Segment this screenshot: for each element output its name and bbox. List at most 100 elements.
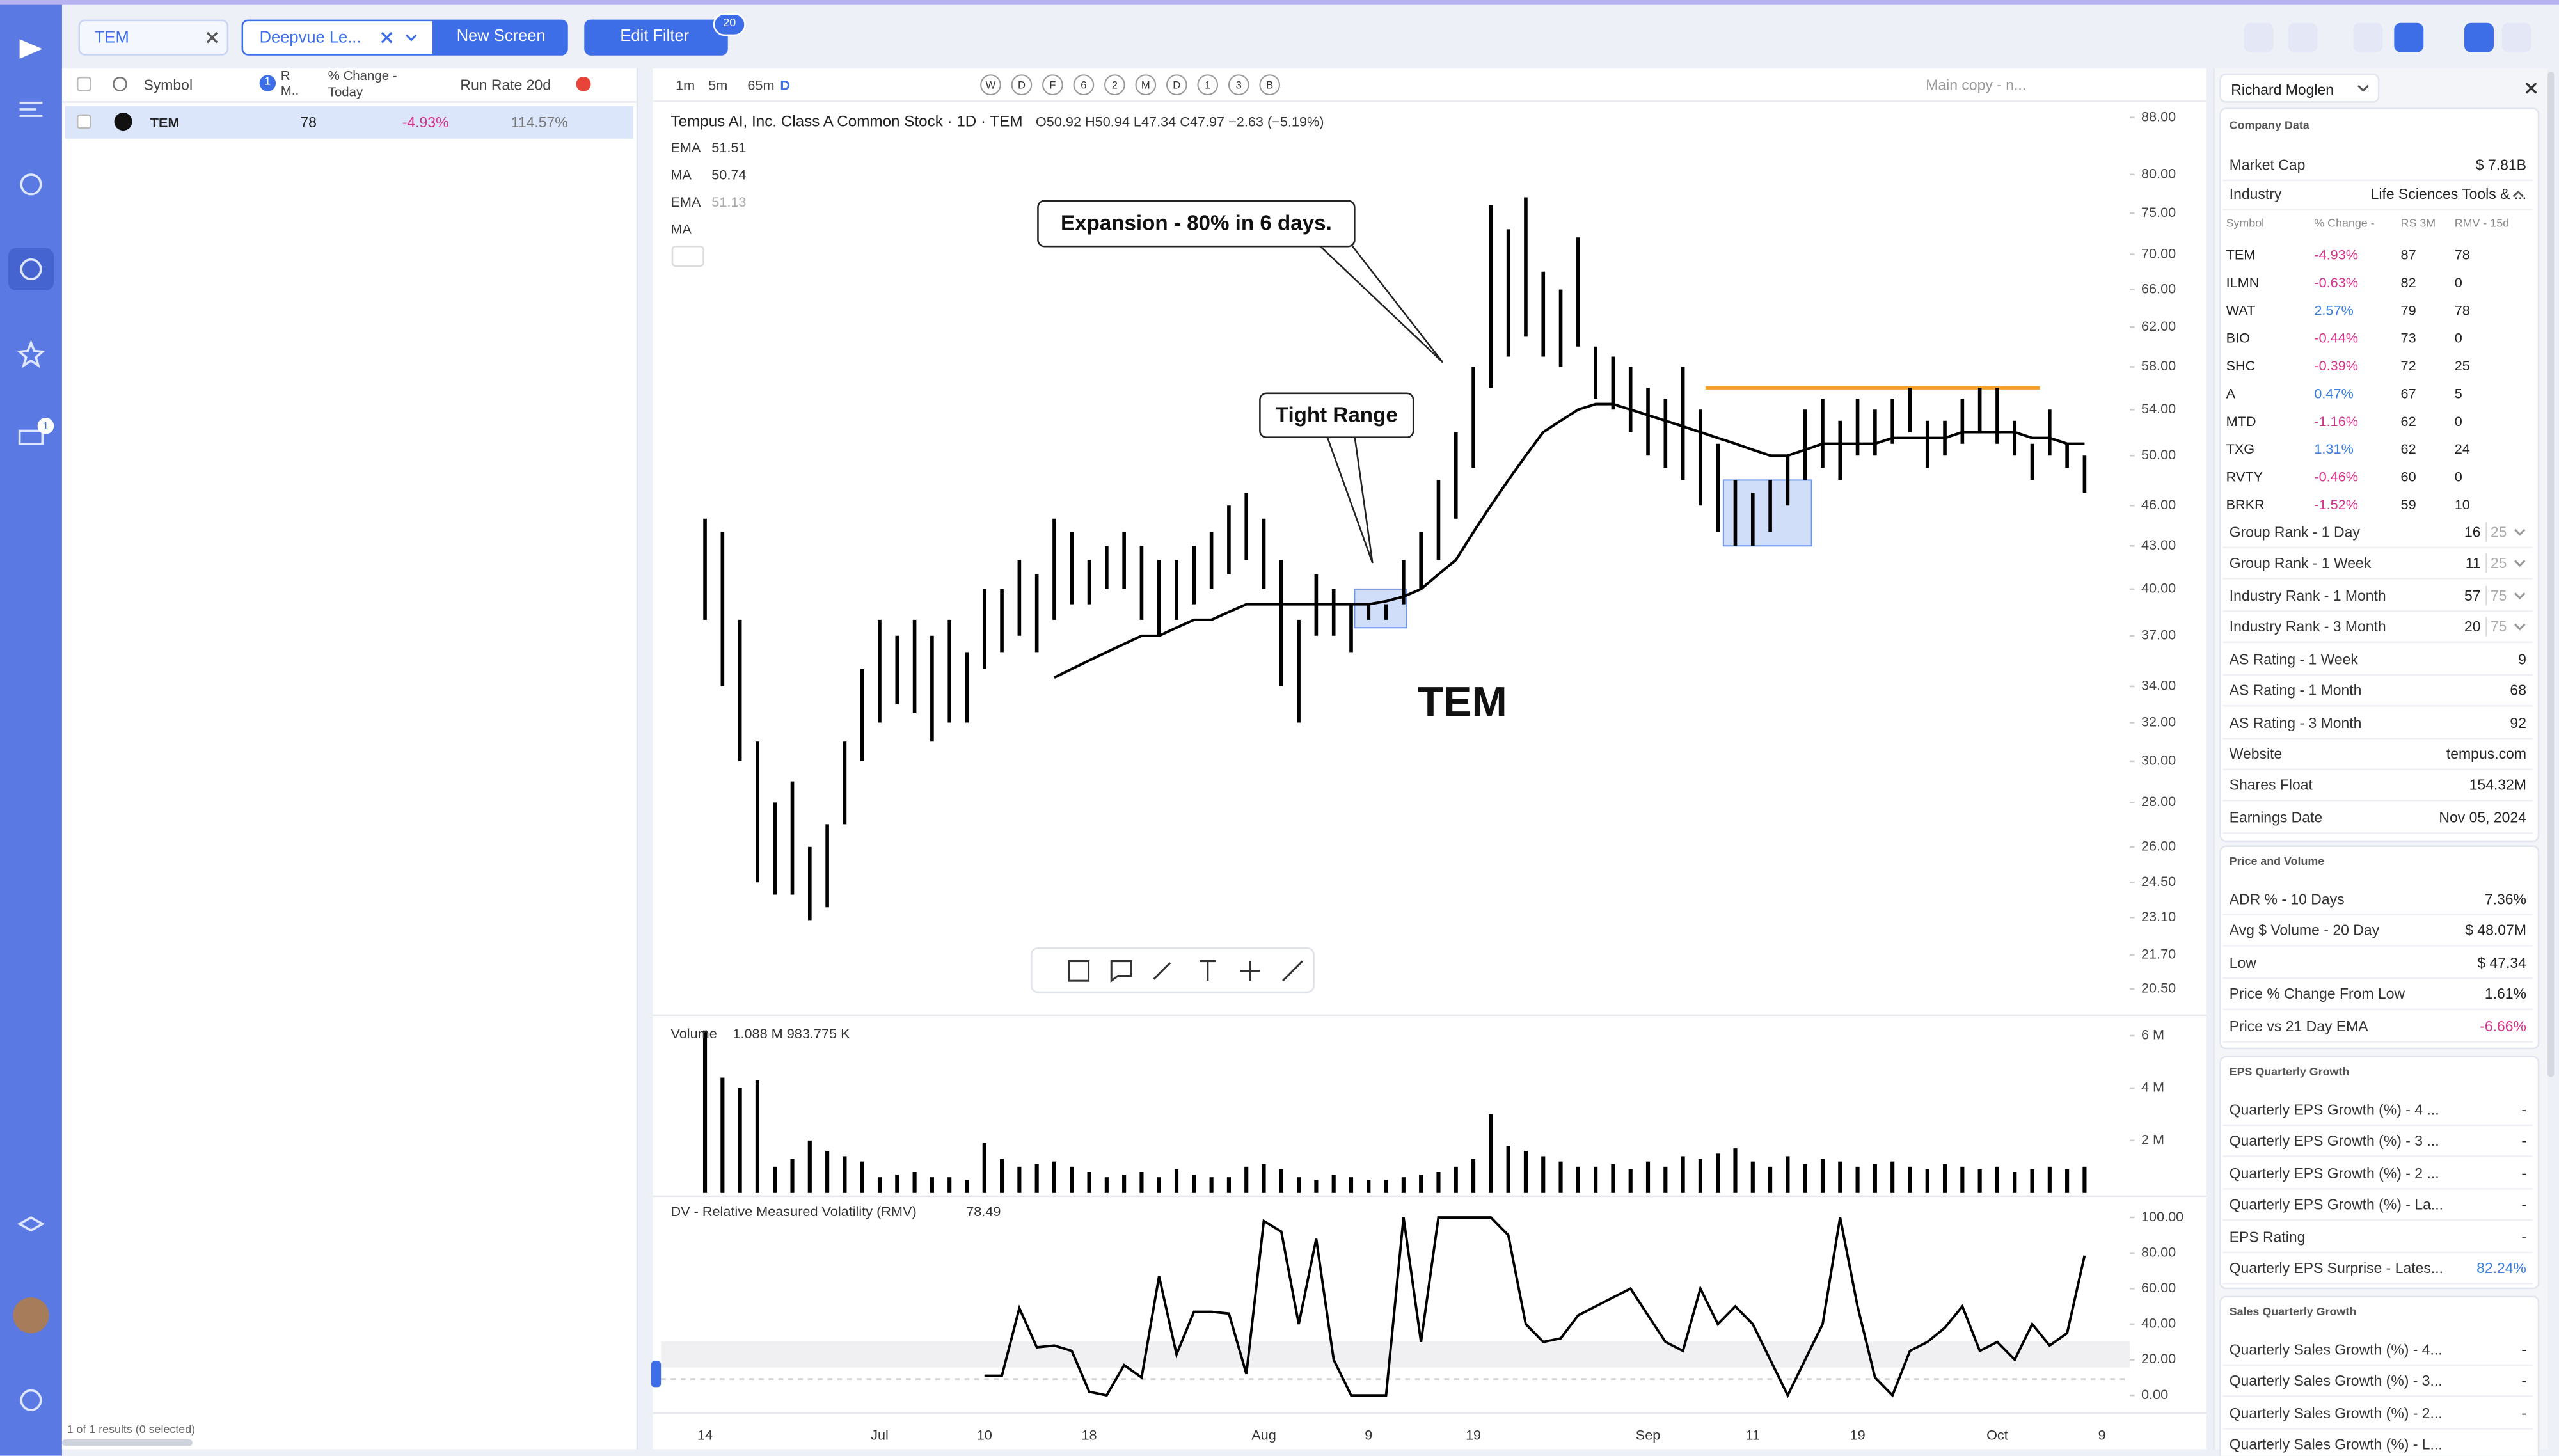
y-tick-label: 21.70 [2141, 946, 2176, 961]
ticker-logo [114, 113, 132, 131]
interval[interactable]: 65m [747, 76, 775, 93]
collapse-button [671, 245, 704, 267]
drawing-tools[interactable] [1068, 960, 1303, 983]
interval[interactable]: D [780, 76, 791, 93]
top-icons[interactable] [2244, 22, 2531, 52]
y-tick-label: 6 M [2141, 1027, 2164, 1043]
quick-button [1228, 74, 1249, 95]
x-tick-label: 9 [2098, 1427, 2106, 1443]
tab[interactable]: Deepvue Le... [241, 19, 434, 56]
interval[interactable]: 1m [676, 76, 695, 93]
title: Tempus AI, Inc. Class A Common Stock · 1… [670, 113, 1022, 131]
avatar[interactable] [13, 1297, 49, 1334]
peer-cell: -1.52% [2314, 496, 2359, 513]
pane-readout: 78.49 [966, 1203, 1001, 1219]
row-divider [2222, 737, 2533, 739]
quick-label: F [1049, 79, 1056, 91]
volume-bar [738, 1088, 742, 1193]
peer-cell: 78 [2454, 301, 2470, 319]
volume-bar [1611, 1164, 1615, 1193]
volume-bar [1279, 1169, 1283, 1193]
volume-bar [1541, 1156, 1546, 1193]
symbol-label: TEM [1418, 679, 1507, 726]
row-divider [2222, 914, 2533, 916]
chart-area [653, 68, 2206, 1450]
chevron[interactable] [2355, 80, 2372, 97]
row-divider [2222, 578, 2533, 580]
quick-label: 1 [1205, 79, 1210, 91]
row-value: 1.61% [2484, 986, 2526, 1002]
quick-label: W [986, 79, 996, 91]
row-highlight[interactable] [65, 106, 633, 139]
pane-handle[interactable] [651, 1361, 662, 1388]
user-select[interactable]: Richard Moglen [2219, 73, 2380, 103]
chevron[interactable] [403, 29, 420, 46]
volume-bar [1034, 1164, 1039, 1193]
filter-badge: 20 [713, 13, 746, 36]
button[interactable]: Edit Filter [584, 19, 728, 56]
volume-bar [807, 1140, 812, 1193]
peer-cell: 5 [2454, 385, 2462, 402]
peer-cell: 25 [2454, 357, 2470, 374]
close-icon[interactable] [379, 29, 395, 46]
x-tick-label: 19 [1466, 1427, 1481, 1443]
close-icon[interactable] [2523, 80, 2540, 97]
rank-value: 16 [2464, 523, 2481, 541]
y-tick-label: 23.10 [2141, 908, 2176, 924]
y-tick-label: 70.00 [2141, 245, 2176, 261]
logo-icon[interactable] [19, 39, 43, 59]
row-label: Shares Float [2229, 777, 2313, 794]
volume-bar [1855, 1166, 1860, 1193]
volume-bar [930, 1177, 934, 1193]
peer-cell: 82 [2400, 274, 2416, 291]
x-tick-label: 14 [697, 1427, 713, 1443]
volume-bar [2082, 1166, 2087, 1193]
row-divider [2222, 1124, 2533, 1127]
nav-icons[interactable] [8, 101, 54, 1411]
row-label: Market Cap [2229, 156, 2306, 173]
volume-bar [1226, 1177, 1231, 1193]
y-tick-label: 54.00 [2141, 400, 2176, 416]
callout-box [1037, 200, 1356, 248]
y-tick-label: 100.00 [2141, 1208, 2183, 1224]
volume-bar [1977, 1169, 1982, 1193]
drawing-toolbar [1030, 947, 1315, 993]
peer-header: Symbol [2226, 218, 2265, 230]
volume-bar [1698, 1159, 1702, 1193]
pane-readout: 1.088 M 983.775 K [733, 1025, 850, 1041]
button[interactable]: New Screen [434, 19, 568, 56]
checkbox[interactable] [76, 114, 91, 129]
peer-cell: MTD [2226, 413, 2256, 429]
row-label: ADR % - 10 Days [2229, 890, 2345, 908]
tab[interactable]: TEM [78, 19, 229, 56]
layout-name[interactable]: Main copy - n... [1926, 76, 2027, 93]
peer-cell: 60 [2400, 468, 2416, 485]
row-divider [2222, 1396, 2533, 1398]
screener-panel [61, 68, 638, 1450]
volume-bar [895, 1175, 899, 1193]
row-label: Quarterly EPS Surprise - Lates... [2229, 1260, 2444, 1276]
peer-cell: 67 [2400, 385, 2416, 402]
volume-bar [1645, 1161, 1651, 1193]
interval[interactable]: 5m [708, 76, 728, 93]
y-tick-label: 50.00 [2141, 447, 2176, 463]
top-accent [0, 0, 2559, 5]
volume-bar [1349, 1177, 1354, 1193]
rank-value: 20 [2464, 618, 2481, 635]
row-value: 92 [2510, 714, 2526, 731]
volume-bar [1786, 1156, 1790, 1193]
row-label: Earnings Date [2229, 809, 2323, 825]
checkbox[interactable] [76, 76, 91, 91]
row-label: Price % Change From Low [2229, 986, 2405, 1002]
callout-text: Expansion - 80% in 6 days. [1061, 212, 1332, 235]
volume-bar [720, 1077, 725, 1193]
y-tick-label: 43.00 [2141, 537, 2176, 553]
quick-label: M [1141, 79, 1150, 91]
x-tick-label: 10 [977, 1427, 992, 1443]
row-divider [2222, 768, 2533, 770]
volume-bar [1209, 1177, 1214, 1193]
volume-bar [1523, 1151, 1528, 1193]
volume-bar [1716, 1153, 1720, 1193]
row-label: Industry Rank - 3 Month [2229, 618, 2386, 635]
close-icon[interactable] [204, 29, 221, 46]
